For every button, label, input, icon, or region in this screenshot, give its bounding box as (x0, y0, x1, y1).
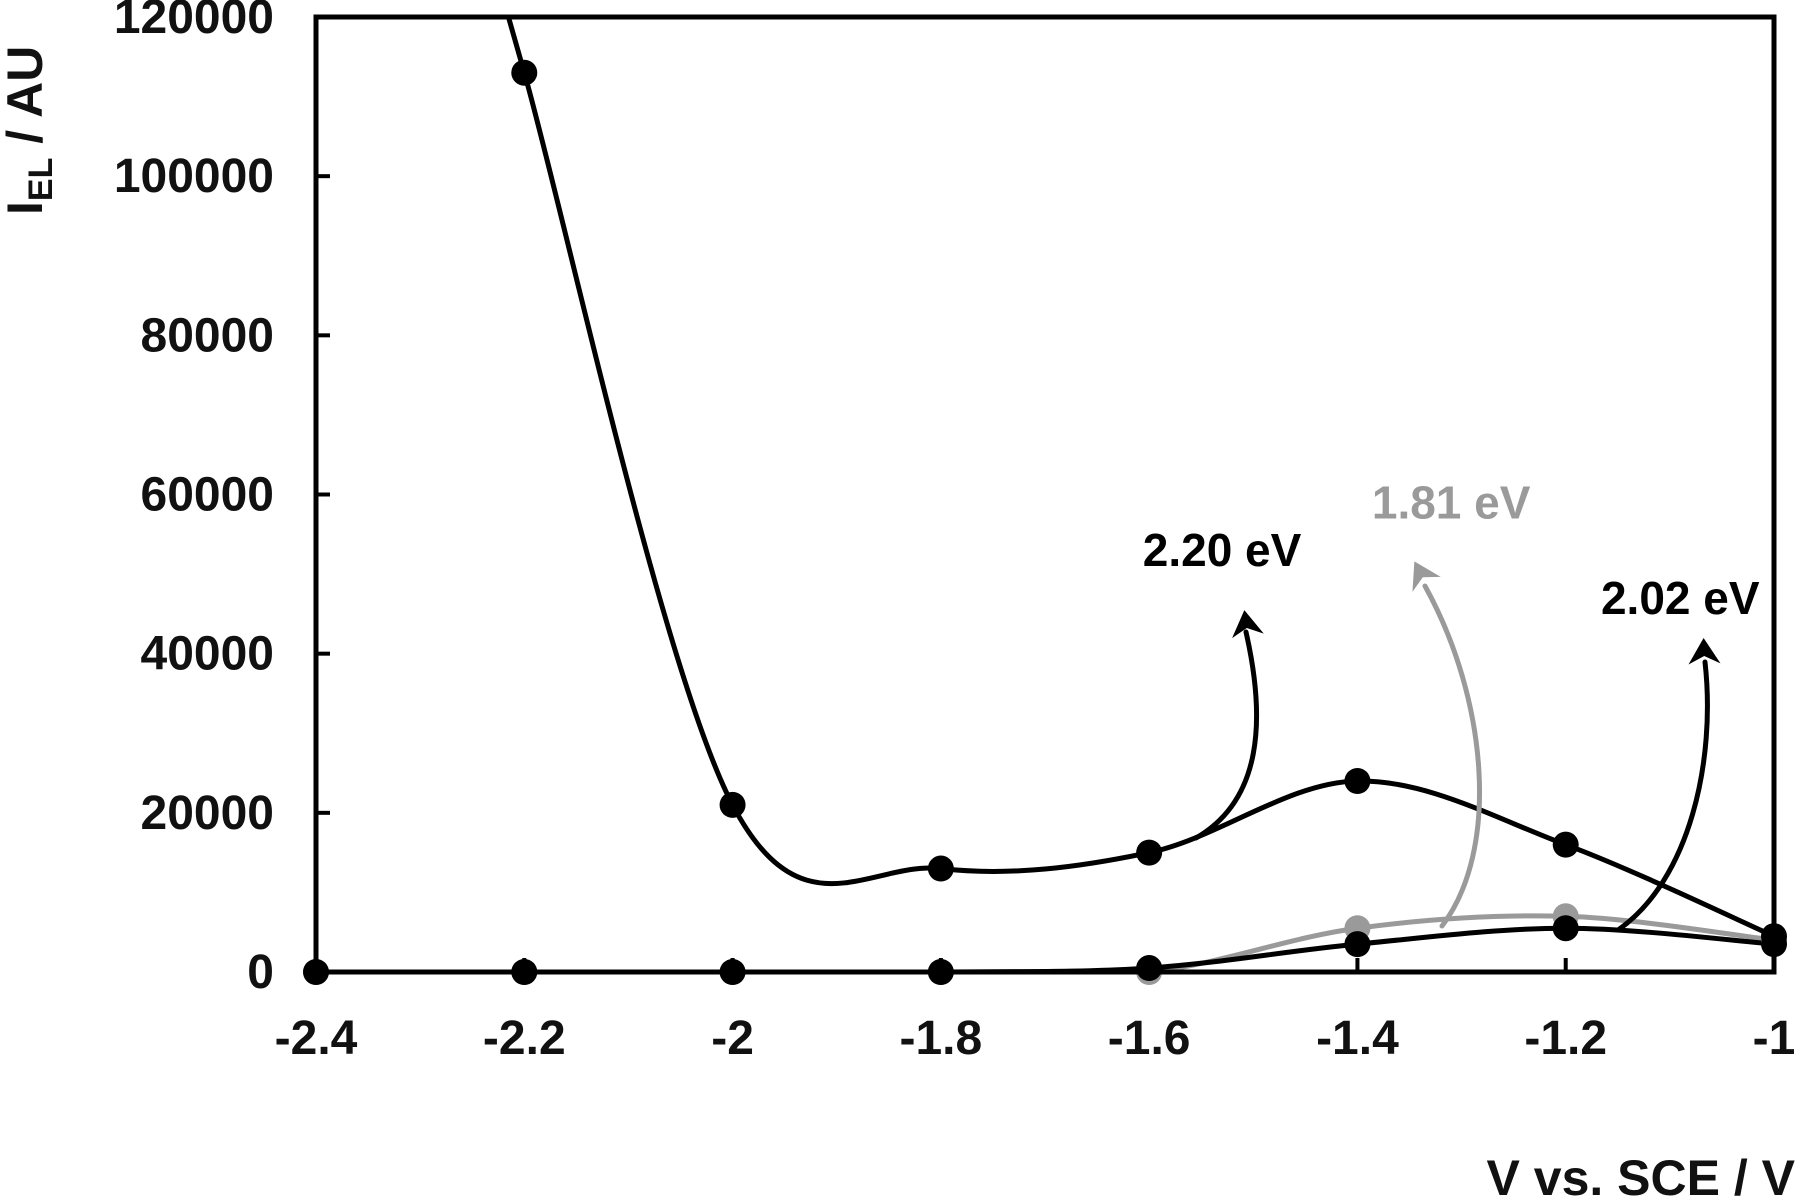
annotation-label: 2.20 eV (1143, 524, 1302, 576)
y-tick-label: 40000 (141, 628, 274, 681)
svg-text:IEL / AU: IEL / AU (0, 46, 60, 215)
x-tick-label: -1 (1753, 1012, 1796, 1065)
annotation-label: 2.02 eV (1601, 572, 1760, 624)
annotation-arrow (1615, 659, 1710, 933)
axis-ticks: -2.4 -2.2 -2 -1.8 -1.6 -1.4 -1.2 -1 0 20000 40000 6… (114, 0, 1796, 1065)
data-point-s220-3 (1136, 839, 1163, 866)
annotation-arrowhead (1232, 610, 1264, 639)
series-line-s220 (505, 17, 1774, 939)
annotations: 2.20 eV 1.81 eV 2.02 eV (1143, 476, 1760, 933)
annotation-arrow (1422, 583, 1483, 929)
x-tick-label: -1.6 (1108, 1012, 1191, 1065)
x-tick-label: -1.2 (1524, 1012, 1607, 1065)
series-points (303, 59, 1787, 985)
data-point-s220-5 (1552, 831, 1579, 858)
series-line-s181 (316, 913, 1774, 972)
plot-frame (313, 14, 1777, 975)
y-tick-label: 120000 (114, 0, 274, 44)
annotation-arrowhead (1412, 561, 1441, 592)
x-tick-label: -2.4 (275, 1012, 358, 1065)
data-point-s220-2 (927, 855, 954, 882)
data-point-s220-0 (511, 59, 538, 86)
annotation-arrow (1193, 629, 1260, 841)
y-axis-title-sub: EL (22, 158, 60, 201)
y-axis-title-rest: / AU (0, 46, 53, 158)
y-tick-label: 100000 (114, 150, 274, 203)
y-tick-label: 0 (247, 946, 274, 999)
x-tick-label: -2 (711, 1012, 754, 1065)
y-tick-label: 60000 (141, 469, 274, 522)
data-point-s220-4 (1344, 768, 1371, 794)
y-tick-label: 80000 (141, 309, 274, 362)
x-tick-label: -2.2 (483, 1012, 566, 1065)
data-point-s202-6 (1552, 915, 1579, 942)
y-axis-title-main: I (0, 201, 53, 215)
y-axis-title: IEL / AU (0, 46, 60, 215)
data-point-s220-1 (719, 791, 746, 818)
series-lines (316, 17, 1774, 972)
x-tick-label: -1.4 (1316, 1012, 1399, 1065)
x-axis-title: V vs. SCE / V (1487, 1150, 1796, 1200)
x-tick-label: -1.8 (899, 1012, 982, 1065)
data-point-s202-5 (1344, 931, 1371, 958)
y-tick-label: 20000 (141, 787, 274, 840)
annotation-arrowhead (1688, 638, 1721, 665)
annotation-label: 1.81 eV (1372, 476, 1531, 528)
